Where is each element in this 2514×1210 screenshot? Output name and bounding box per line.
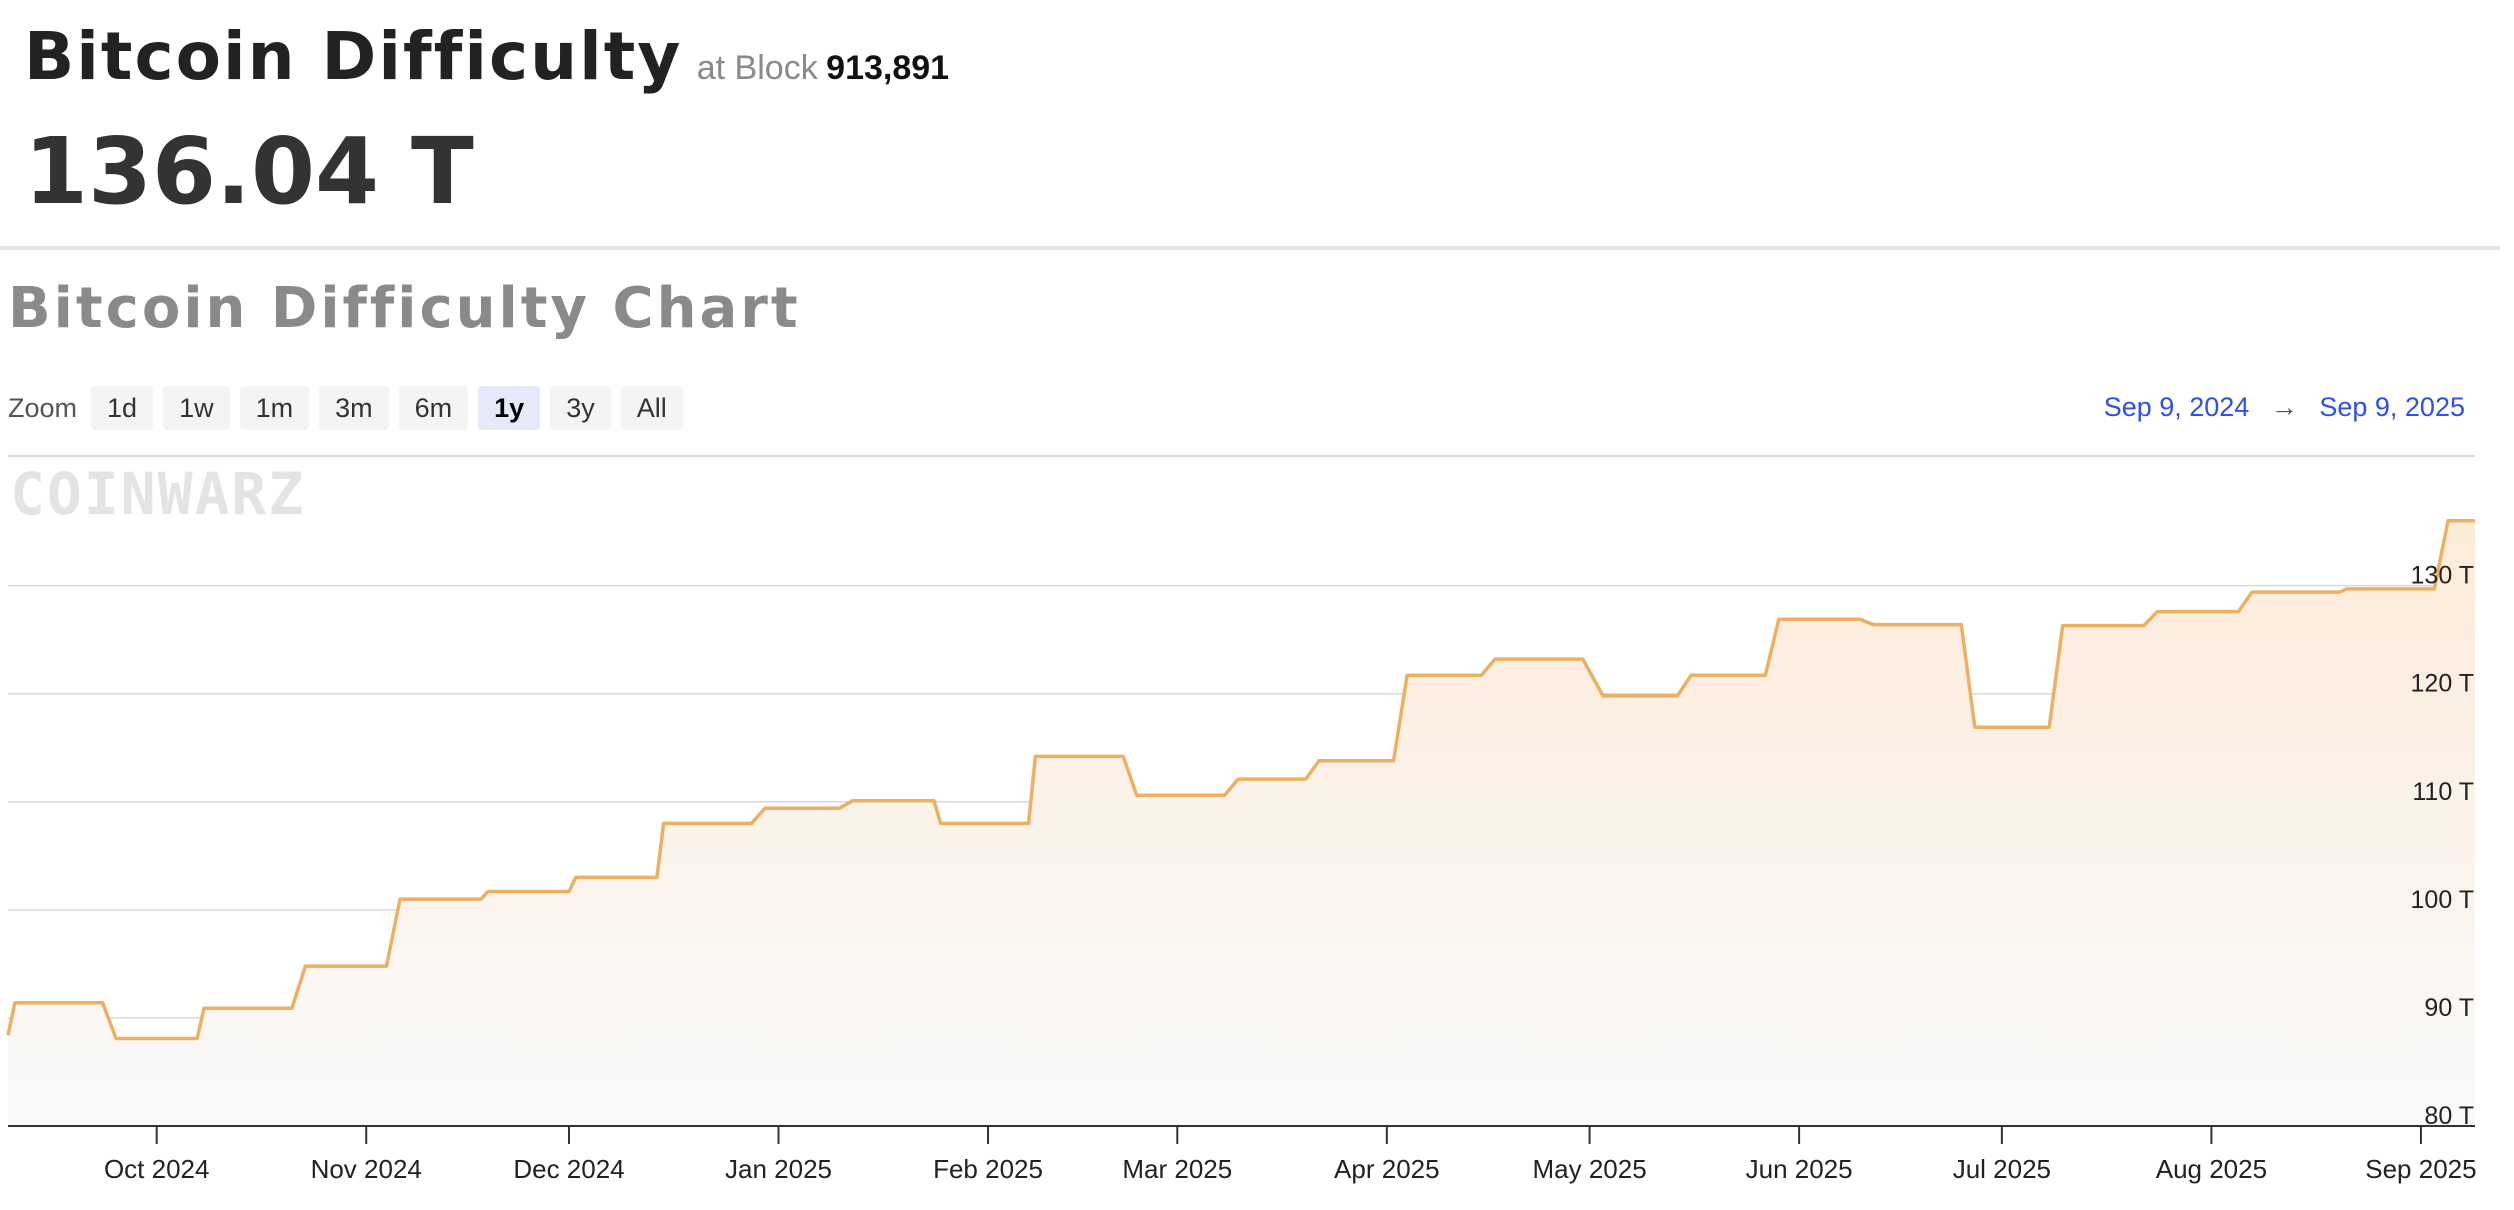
- y-axis: 80 T 90 T 100 T 110 T 120 T 130 T: [2411, 562, 2474, 1130]
- x-tick-label: Dec 2024: [513, 1154, 624, 1184]
- x-tick-label: Oct 2024: [104, 1154, 210, 1184]
- series-line-path: [6, 519, 2475, 1041]
- difficulty-value: 136.04 T: [24, 118, 474, 225]
- area-fill: [8, 520, 2475, 1126]
- zoom-all-button[interactable]: All: [620, 386, 683, 430]
- x-tick-label: Feb 2025: [933, 1154, 1043, 1184]
- zoom-label: Zoom: [8, 392, 78, 423]
- x-tick-label: Jan 2025: [725, 1154, 832, 1184]
- x-tick-label: Nov 2024: [311, 1154, 422, 1184]
- zoom-1m-button[interactable]: 1m: [239, 386, 310, 430]
- range-start-date[interactable]: Sep 9, 2024: [2103, 392, 2250, 422]
- difficulty-chart[interactable]: Oct 2024 Nov 2024 Dec 2024 Jan 2025 Feb 2025…: [0, 450, 2514, 1210]
- y-tick-label: 110 T: [2412, 778, 2474, 806]
- coinwarz-watermark: COINWARZ: [10, 460, 305, 528]
- header: Bitcoin Difficulty at Block 913,891 136.…: [0, 0, 2500, 250]
- zoom-1w-button[interactable]: 1w: [163, 386, 230, 430]
- page-title: Bitcoin Difficulty: [24, 18, 683, 95]
- zoom-6m-button[interactable]: 6m: [398, 386, 469, 430]
- range-arrow-icon: →: [2270, 392, 2298, 422]
- chart-title: Bitcoin Difficulty Chart: [8, 276, 801, 341]
- series-line: [6, 519, 2475, 1041]
- x-axis: Oct 2024 Nov 2024 Dec 2024 Jan 2025 Feb 2025…: [8, 1125, 2477, 1184]
- at-block-label: at Block: [696, 49, 818, 87]
- y-tick-label: 100 T: [2411, 886, 2474, 914]
- x-tick-label: May 2025: [1532, 1154, 1646, 1184]
- title-row: Bitcoin Difficulty at Block 913,891: [24, 18, 949, 95]
- x-tick-label: Apr 2025: [1334, 1154, 1440, 1184]
- x-tick-label: Mar 2025: [1122, 1154, 1232, 1184]
- y-tick-label: 90 T: [2424, 994, 2474, 1022]
- zoom-3y-button[interactable]: 3y: [550, 386, 611, 430]
- zoom-3m-button[interactable]: 3m: [319, 386, 389, 430]
- y-tick-label: 130 T: [2411, 562, 2474, 590]
- y-tick-label: 120 T: [2411, 670, 2474, 698]
- x-tick-label: Sep 2025: [2365, 1154, 2476, 1184]
- date-range: Sep 9, 2024 → Sep 9, 2025: [2104, 392, 2465, 423]
- area-path: [8, 520, 2475, 1126]
- zoom-1y-button[interactable]: 1y: [478, 386, 541, 430]
- x-tick-label: Jun 2025: [1746, 1154, 1853, 1184]
- x-tick-label: Aug 2025: [2156, 1154, 2267, 1184]
- zoom-1d-button[interactable]: 1d: [91, 386, 154, 430]
- block-number: 913,891: [826, 49, 950, 87]
- zoom-bar: Zoom 1d 1w 1m 3m 6m 1y 3y All: [8, 386, 693, 430]
- watermark-text: COINWARZ: [10, 460, 305, 528]
- y-tick-label: 80 T: [2424, 1102, 2474, 1130]
- x-tick-label: Jul 2025: [1953, 1154, 2051, 1184]
- range-end-date[interactable]: Sep 9, 2025: [2319, 392, 2465, 422]
